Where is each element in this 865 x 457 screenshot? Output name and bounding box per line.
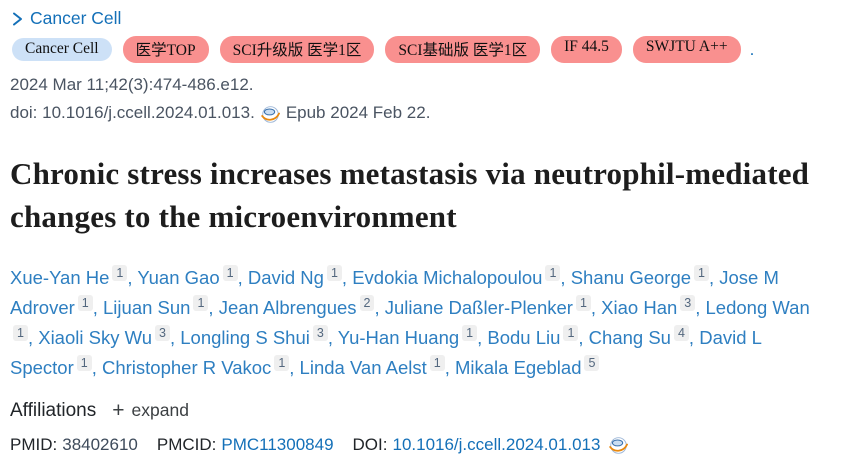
author-link[interactable]: David L Spector bbox=[10, 326, 762, 378]
fulltext-provider-icon[interactable] bbox=[609, 436, 629, 455]
author-link[interactable]: Linda Van Aelst bbox=[299, 356, 427, 378]
author-link[interactable]: Yu-Han Huang bbox=[337, 326, 460, 348]
author-affiliation-sup: 1 bbox=[77, 294, 93, 311]
author-separator: , bbox=[327, 326, 338, 348]
rank-badge[interactable]: 医学TOP bbox=[122, 36, 209, 63]
author-affiliation-sup: 1 bbox=[76, 354, 92, 371]
author-affiliation-sup: 1 bbox=[563, 324, 579, 341]
doi-link[interactable]: 10.1016/j.ccell.2024.01.013 bbox=[392, 434, 601, 454]
affiliations-expand-button[interactable]: + expand bbox=[112, 400, 189, 421]
author-link[interactable]: Xiao Han bbox=[601, 296, 678, 318]
author-affiliation-sup: 1 bbox=[193, 294, 209, 311]
pmid-value: 38402610 bbox=[62, 434, 138, 454]
rank-badge[interactable]: IF 44.5 bbox=[551, 36, 622, 63]
pmid-group: PMID: 38402610 bbox=[10, 435, 138, 455]
author-affiliation-sup: 1 bbox=[326, 264, 342, 281]
pmcid-group: PMCID: PMC11300849 bbox=[157, 435, 334, 455]
pmcid-label: PMCID: bbox=[156, 434, 217, 454]
author-link[interactable]: Jean Albrengues bbox=[218, 296, 357, 318]
author-link[interactable]: Shanu George bbox=[570, 266, 692, 288]
author-link[interactable]: Yuan Gao bbox=[137, 266, 220, 288]
author-affiliation-sup: 1 bbox=[13, 324, 28, 341]
citation-issue-line: 2024 Mar 11;42(3):474-486.e12. bbox=[10, 75, 254, 94]
author-link[interactable]: Bodu Liu bbox=[487, 326, 561, 348]
author-affiliation-sup: 1 bbox=[112, 264, 128, 281]
author-affiliation-sup: 2 bbox=[359, 294, 375, 311]
author-affiliation-sup: 1 bbox=[694, 264, 709, 281]
author-affiliation-sup: 1 bbox=[274, 354, 290, 371]
author-separator: , bbox=[708, 266, 720, 288]
author-link[interactable]: Ledong Wan bbox=[705, 296, 810, 318]
author-link[interactable]: Christopher R Vakoc bbox=[102, 356, 272, 378]
rank-badges: 医学TOP SCI升级版 医学1区 SCI基础版 医学1区 IF 44.5 SWJTU … bbox=[122, 36, 741, 63]
author-separator: , bbox=[477, 326, 488, 348]
journal-badge-row: Cancer Cell 医学TOP SCI升级版 医学1区 SCI基础版 医学1区 I… bbox=[12, 36, 851, 63]
author-separator: , bbox=[27, 326, 39, 348]
affiliations-row: Affiliations + expand bbox=[10, 400, 851, 422]
author-affiliation-sup: 1 bbox=[575, 294, 591, 311]
doi-text: doi: 10.1016/j.ccell.2024.01.013. bbox=[10, 103, 255, 122]
author-link[interactable]: Chang Su bbox=[588, 326, 671, 348]
chevron-right-icon bbox=[10, 12, 24, 26]
breadcrumb: Cancer Cell bbox=[10, 8, 851, 29]
plus-icon: + bbox=[112, 399, 125, 423]
author-link[interactable]: Evdokia Michalopoulou bbox=[352, 266, 543, 288]
author-list: Xue-Yan He 1, Yuan Gao 1, David Ng 1, Evdok… bbox=[10, 263, 822, 383]
doi-label: DOI: bbox=[352, 434, 388, 454]
author-link[interactable]: Mikala Egeblad bbox=[454, 356, 582, 378]
author-separator: , bbox=[237, 266, 248, 288]
pmid-label: PMID: bbox=[10, 434, 58, 454]
author-separator: , bbox=[590, 296, 602, 318]
author-affiliation-sup: 1 bbox=[429, 354, 445, 371]
author-affiliation-sup: 3 bbox=[312, 324, 328, 341]
author-link[interactable]: David Ng bbox=[247, 266, 324, 288]
author-link[interactable]: Xiaoli Sky Wu bbox=[38, 326, 153, 348]
doi-group: DOI: 10.1016/j.ccell.2024.01.013 bbox=[353, 435, 601, 455]
article-title: Chronic stress increases metastasis via … bbox=[10, 156, 810, 235]
fulltext-provider-icon[interactable] bbox=[261, 105, 280, 124]
identifiers-row: PMID: 38402610 PMCID: PMC11300849 DOI: 1… bbox=[10, 435, 851, 455]
author-separator: , bbox=[695, 296, 706, 318]
epub-text: Epub 2024 Feb 22. bbox=[285, 103, 431, 122]
author-link[interactable]: Juliane Daßler-Plenker bbox=[384, 296, 573, 318]
rank-badge[interactable]: SCI升级版 医学1区 bbox=[219, 36, 375, 63]
author-affiliation-sup: 4 bbox=[673, 324, 689, 341]
rank-badge[interactable]: SWJTU A++ bbox=[632, 36, 741, 63]
rank-badge[interactable]: SCI基础版 医学1区 bbox=[385, 36, 541, 63]
author-affiliation-sup: 1 bbox=[545, 264, 561, 281]
author-separator: , bbox=[688, 326, 700, 348]
author-separator: , bbox=[127, 266, 138, 288]
journal-name-badge[interactable]: Cancer Cell bbox=[12, 38, 112, 61]
citation-doi-line: doi: 10.1016/j.ccell.2024.01.013. Epub 2… bbox=[10, 99, 851, 127]
author-separator: , bbox=[341, 266, 353, 288]
author-separator: , bbox=[374, 296, 385, 318]
author-separator: , bbox=[578, 326, 589, 348]
author-link[interactable]: Jose M Adrover bbox=[10, 266, 779, 318]
author-affiliation-sup: 1 bbox=[222, 264, 238, 281]
author-separator: , bbox=[289, 356, 300, 378]
author-link[interactable]: Lijuan Sun bbox=[103, 296, 191, 318]
badge-trailing-dot: . bbox=[749, 39, 755, 59]
author-affiliation-sup: 5 bbox=[584, 354, 600, 371]
author-affiliation-sup: 3 bbox=[680, 294, 696, 311]
journal-breadcrumb-link[interactable]: Cancer Cell bbox=[30, 8, 122, 28]
author-affiliation-sup: 3 bbox=[155, 324, 170, 341]
author-separator: , bbox=[560, 266, 571, 288]
author-separator: , bbox=[444, 356, 455, 378]
author-separator: , bbox=[208, 296, 219, 318]
author-link[interactable]: Longling S Shui bbox=[180, 326, 310, 348]
affiliations-label: Affiliations bbox=[10, 399, 97, 421]
author-separator: , bbox=[92, 296, 104, 318]
author-separator: , bbox=[169, 326, 181, 348]
author-separator: , bbox=[91, 356, 102, 378]
author-link[interactable]: Xue-Yan He bbox=[10, 266, 110, 288]
expand-label: expand bbox=[131, 400, 189, 421]
author-affiliation-sup: 1 bbox=[462, 324, 478, 341]
pmcid-link[interactable]: PMC11300849 bbox=[221, 434, 334, 454]
